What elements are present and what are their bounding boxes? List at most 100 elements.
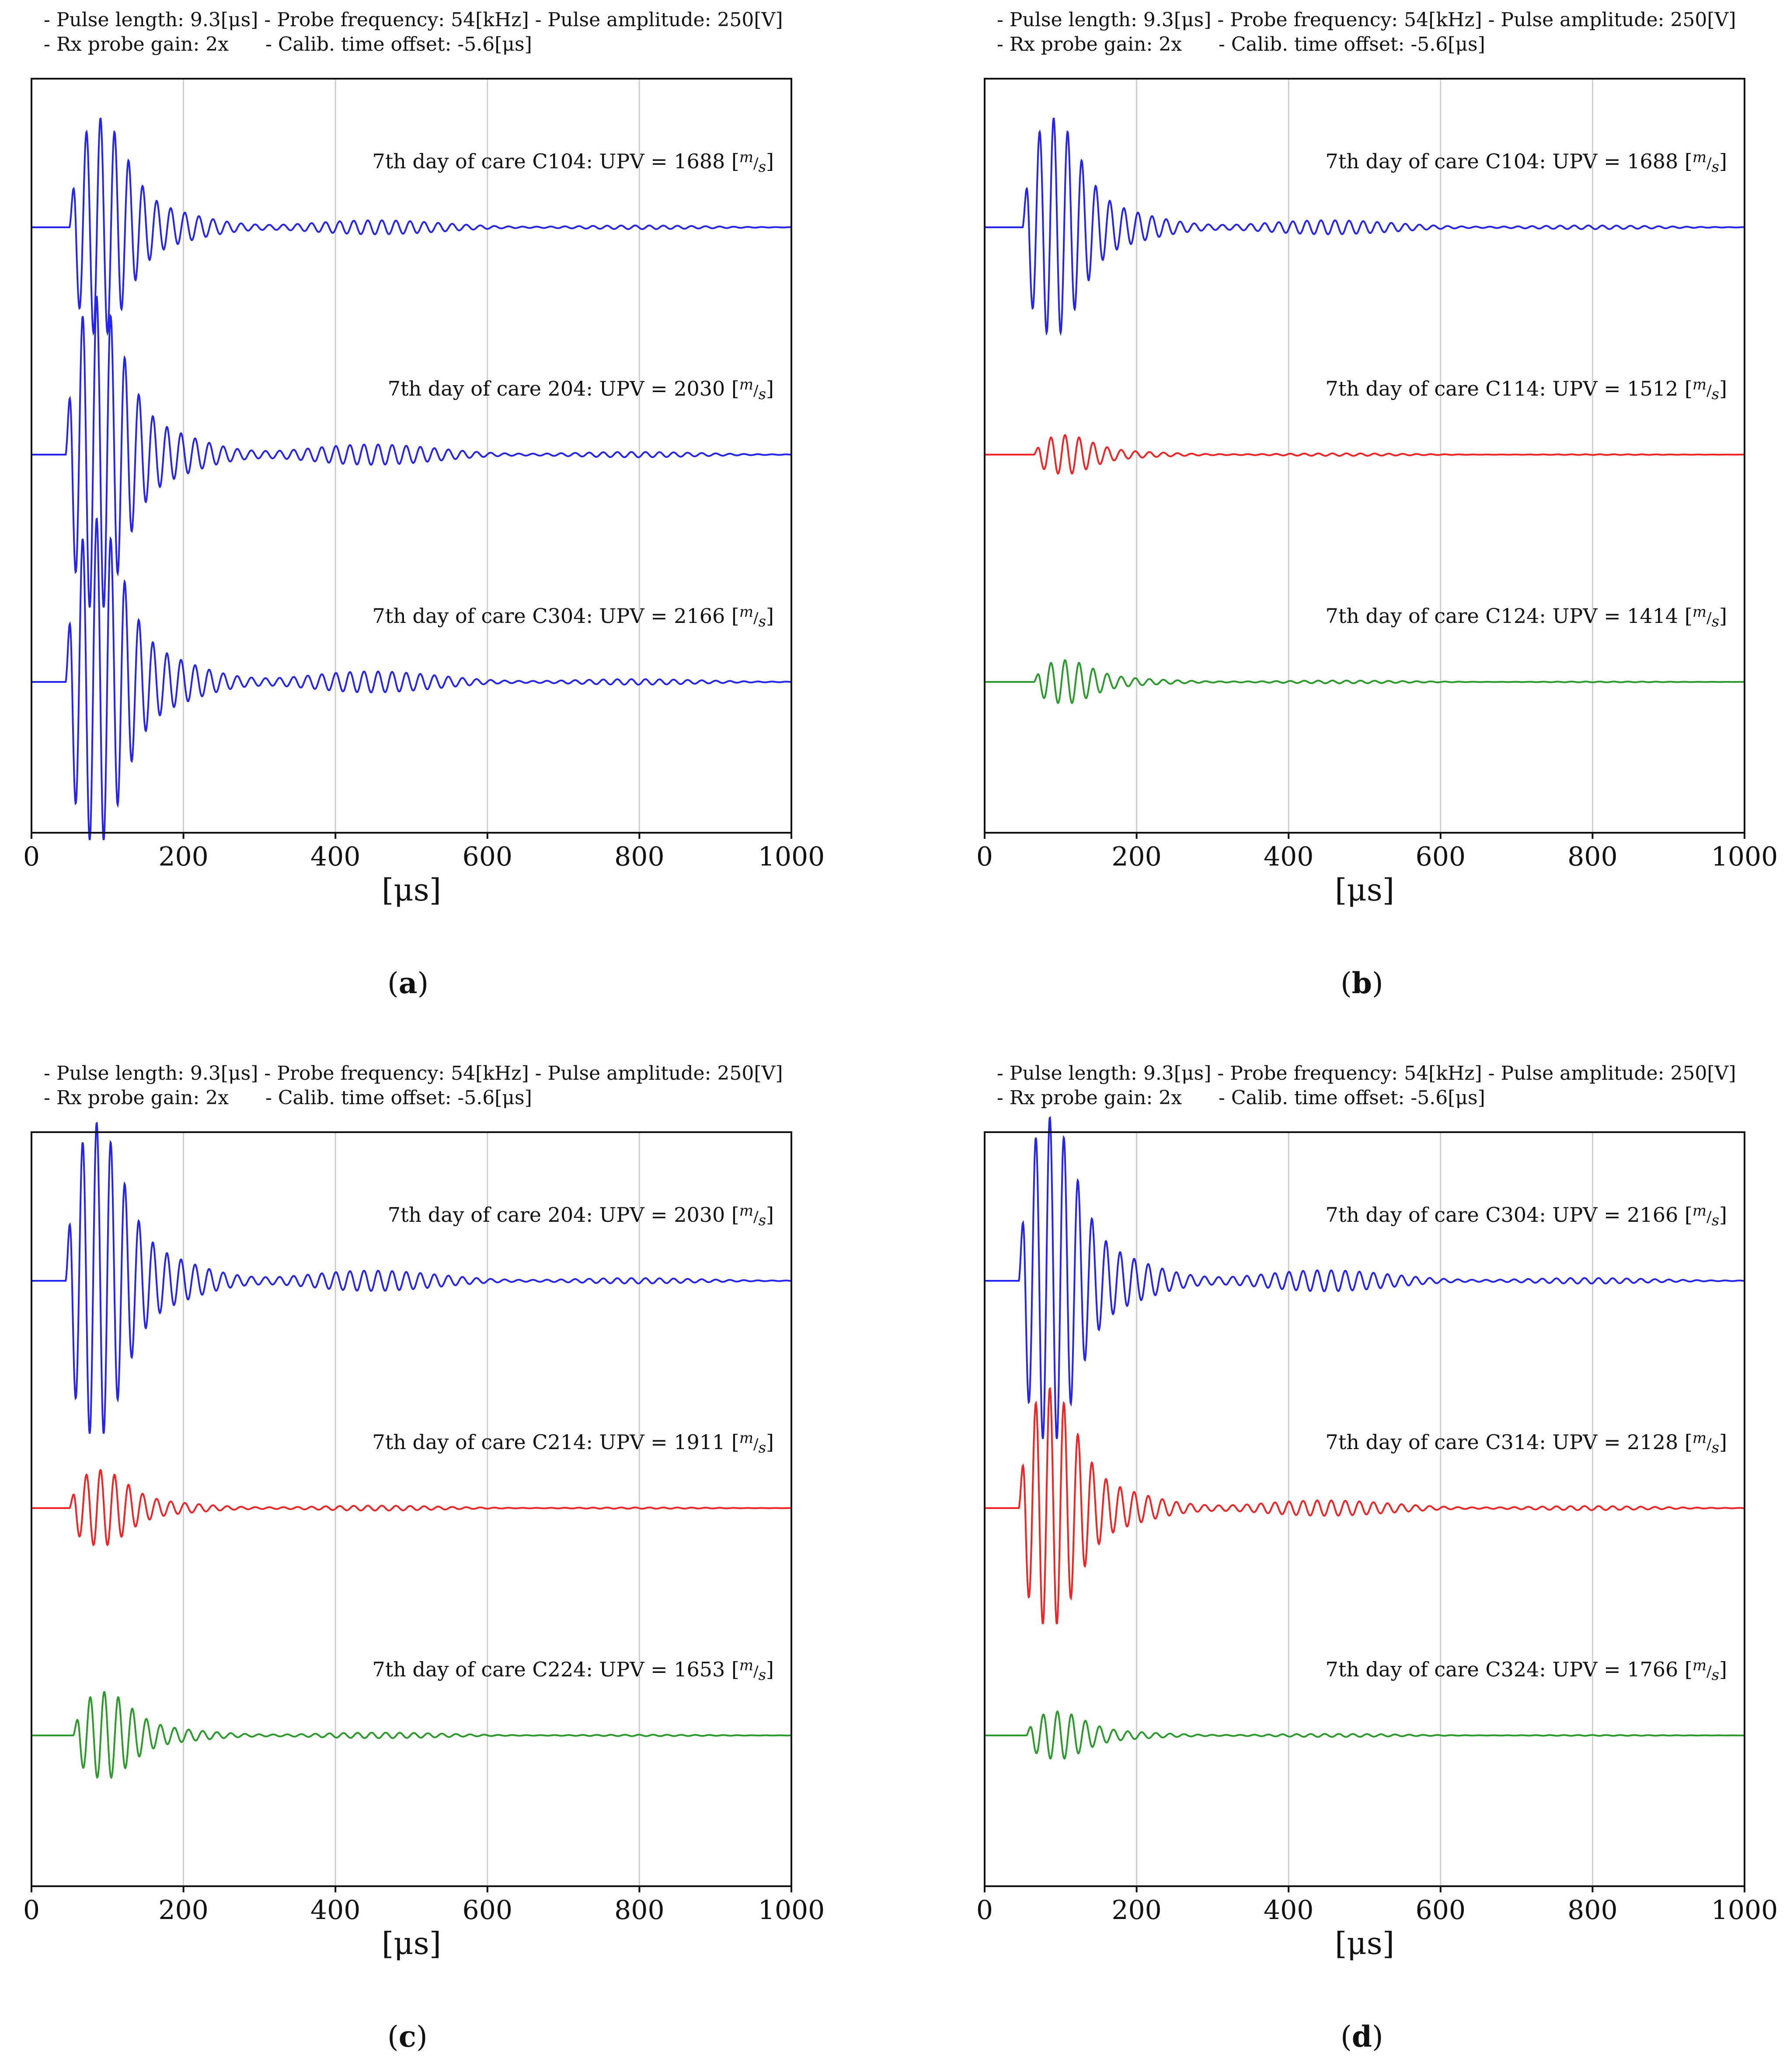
x-tick-label: 800 xyxy=(614,841,665,872)
unit-denominator: s xyxy=(1712,1666,1719,1684)
header-line-1: - Pulse length: 9.3[μs] - Probe frequenc… xyxy=(997,9,1736,31)
trace-C124 xyxy=(985,659,1745,704)
trace-label-text: 7th day of care C124: UPV = 1414 [ xyxy=(1326,604,1692,628)
plot-frame xyxy=(984,1131,1745,1887)
trace-C314 xyxy=(985,1387,1745,1624)
x-tick-label: 0 xyxy=(976,841,993,872)
unit-close: ] xyxy=(1719,1203,1727,1227)
unit-numerator: m xyxy=(1692,376,1706,393)
unit-denominator: s xyxy=(1712,386,1719,403)
unit-fraction-bar: / xyxy=(753,155,759,172)
trace-label-C214: 7th day of care C214: UPV = 1911 [m/s] xyxy=(373,1429,774,1457)
x-tick-label: 1000 xyxy=(1711,1895,1778,1926)
unit-close: ] xyxy=(766,1658,774,1681)
unit-fraction-bar: / xyxy=(1706,155,1712,172)
trace-label-text: 7th day of care C324: UPV = 1766 [ xyxy=(1326,1658,1692,1681)
caption-letter: b xyxy=(1351,966,1372,1000)
chart-svg: 7th day of care 204: UPV = 2030 [m/s]7th… xyxy=(23,1121,825,1961)
trace-C114 xyxy=(985,434,1745,475)
unit-close: ] xyxy=(766,604,774,628)
trace-C304 xyxy=(31,517,792,841)
plot-frame xyxy=(31,1131,792,1887)
unit-numerator: m xyxy=(1692,149,1706,166)
unit-numerator: m xyxy=(739,149,753,166)
trace-C214 xyxy=(31,1469,791,1547)
unit-fraction-bar: / xyxy=(753,609,759,627)
header-line-1: - Pulse length: 9.3[μs] - Probe frequenc… xyxy=(44,1062,783,1085)
x-tick-label: 800 xyxy=(1567,1895,1618,1926)
chart-header: - Pulse length: 9.3[μs] - Probe frequenc… xyxy=(44,1061,783,1110)
unit-denominator: s xyxy=(759,1212,766,1229)
unit-fraction-bar: / xyxy=(1706,1208,1712,1226)
unit-close: ] xyxy=(1719,149,1727,173)
chart-header: - Pulse length: 9.3[μs] - Probe frequenc… xyxy=(997,8,1736,57)
chart-svg: 7th day of care C104: UPV = 1688 [m/s] 7t… xyxy=(976,78,1778,908)
unit-denominator: s xyxy=(1712,1212,1719,1229)
unit-fraction-bar: / xyxy=(753,1663,759,1680)
chart-svg: 7th day of care C304: UPV = 2166 [m/s]7t… xyxy=(976,1116,1778,1961)
trace-label-C104: 7th day of care C104: UPV = 1688 [m/s] xyxy=(373,149,774,176)
x-tick-label: 0 xyxy=(23,1895,40,1926)
x-tick-label: 600 xyxy=(1416,1895,1466,1926)
unit-close: ] xyxy=(1719,1658,1727,1681)
trace-label-204: 7th day of care 204: UPV = 2030 [m/s] xyxy=(388,376,774,403)
x-axis-label: [μs] xyxy=(1335,872,1394,908)
x-tick-label: 0 xyxy=(23,841,40,872)
caption-letter: d xyxy=(1351,2020,1372,2054)
unit-denominator: s xyxy=(1712,613,1719,630)
plot-frame xyxy=(31,78,792,834)
unit-numerator: m xyxy=(739,603,753,621)
panel-caption: (c) xyxy=(387,2020,428,2054)
unit-denominator: s xyxy=(759,1439,766,1457)
x-tick-label: 800 xyxy=(614,1895,665,1926)
trace-label-text: 7th day of care 204: UPV = 2030 [ xyxy=(388,377,739,400)
unit-fraction-bar: / xyxy=(1706,1663,1712,1680)
unit-denominator: s xyxy=(1712,158,1719,176)
caption-letter: c xyxy=(398,2020,416,2054)
caption-paren-open: ( xyxy=(387,2020,399,2054)
unit-close: ] xyxy=(766,377,774,400)
x-tick-label: 400 xyxy=(1264,1895,1314,1926)
unit-numerator: m xyxy=(1692,1202,1706,1220)
unit-fraction-bar: / xyxy=(1706,1436,1712,1453)
trace-label-C314: 7th day of care C314: UPV = 2128 [m/s] xyxy=(1326,1429,1727,1457)
unit-numerator: m xyxy=(739,1202,753,1220)
unit-close: ] xyxy=(1719,377,1727,400)
x-tick-label: 200 xyxy=(158,1895,209,1926)
header-line-1: - Pulse length: 9.3[μs] - Probe frequenc… xyxy=(44,9,783,31)
trace-label-text: 7th day of care 204: UPV = 2030 [ xyxy=(388,1203,739,1227)
header-line-2: - Rx probe gain: 2x - Calib. time offset… xyxy=(997,33,1485,56)
caption-paren-close: ) xyxy=(417,966,429,1000)
trace-label-204: 7th day of care 204: UPV = 2030 [m/s] xyxy=(388,1202,774,1229)
x-tick-label: 600 xyxy=(463,841,513,872)
trace-C224 xyxy=(31,1691,791,1779)
unit-numerator: m xyxy=(739,1429,753,1447)
x-tick-label: 400 xyxy=(310,1895,361,1926)
chart-panel-a: - Pulse length: 9.3[μs] - Probe frequenc… xyxy=(0,0,892,1019)
unit-denominator: s xyxy=(759,158,766,176)
trace-label-text: 7th day of care C224: UPV = 1653 [ xyxy=(373,1658,739,1681)
x-axis-label: [μs] xyxy=(1335,1926,1394,1961)
unit-close: ] xyxy=(1719,604,1727,628)
unit-fraction-bar: / xyxy=(753,1436,759,1453)
unit-fraction-bar: / xyxy=(753,382,759,400)
unit-numerator: m xyxy=(1692,603,1706,621)
panel-caption: (a) xyxy=(387,966,428,1000)
x-tick-label: 200 xyxy=(1111,1895,1162,1926)
caption-paren-open: ( xyxy=(1341,966,1352,1000)
unit-fraction-bar: / xyxy=(1706,609,1712,627)
x-tick-label: 800 xyxy=(1567,841,1618,872)
panel-caption: (d) xyxy=(1341,2020,1383,2054)
header-line-2: - Rx probe gain: 2x - Calib. time offset… xyxy=(997,1087,1485,1109)
unit-denominator: s xyxy=(1712,1439,1719,1457)
chart-panel-b: - Pulse length: 9.3[μs] - Probe frequenc… xyxy=(953,0,1790,1019)
unit-numerator: m xyxy=(739,1657,753,1674)
unit-close: ] xyxy=(766,1430,774,1454)
trace-C324 xyxy=(985,1710,1745,1760)
trace-label-text: 7th day of care C214: UPV = 1911 [ xyxy=(373,1430,739,1454)
unit-numerator: m xyxy=(1692,1429,1706,1447)
unit-denominator: s xyxy=(759,386,766,403)
x-tick-label: 200 xyxy=(158,841,209,872)
trace-label-C104: 7th day of care C104: UPV = 1688 [m/s] xyxy=(1326,149,1727,176)
header-line-2: - Rx probe gain: 2x - Calib. time offset… xyxy=(44,1087,532,1109)
